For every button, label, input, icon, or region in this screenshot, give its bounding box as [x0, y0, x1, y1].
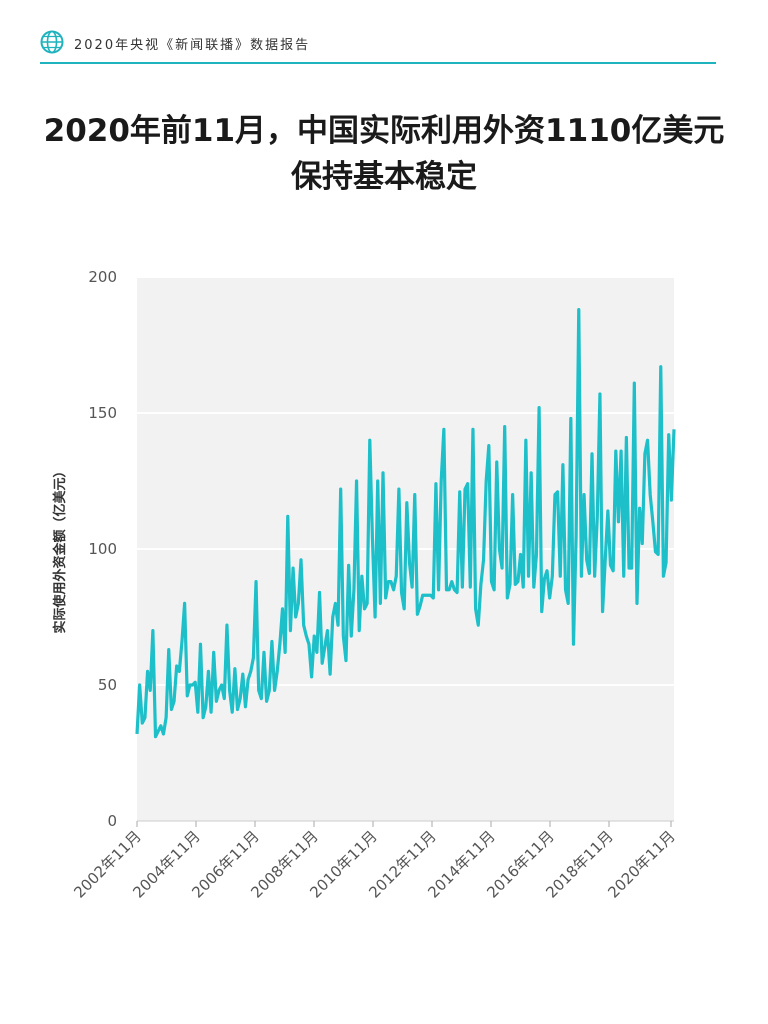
- y-tick-label: 200: [88, 268, 117, 286]
- report-header: 2020年央视《新闻联播》数据报告: [40, 30, 716, 64]
- y-tick-label: 150: [88, 404, 117, 422]
- title-line-2: 保持基本稳定: [291, 159, 477, 195]
- x-tick-label: 2020年11月: [604, 827, 678, 901]
- y-axis-title: 实际使用外资金额（亿美元）: [52, 464, 68, 633]
- y-tick-label: 50: [98, 676, 117, 694]
- y-tick-label: 0: [107, 812, 117, 830]
- y-tick-label: 100: [88, 540, 117, 558]
- title-line-1: 2020年前11月，中国实际利用外资1110亿美元: [43, 113, 725, 149]
- brand-text: 2020年央视《新闻联播》数据报告: [74, 38, 311, 53]
- globe-icon: [40, 30, 64, 54]
- header-divider: [40, 62, 716, 64]
- page-title: 2020年前11月，中国实际利用外资1110亿美元 保持基本稳定: [0, 108, 768, 200]
- series-line: [135, 308, 676, 739]
